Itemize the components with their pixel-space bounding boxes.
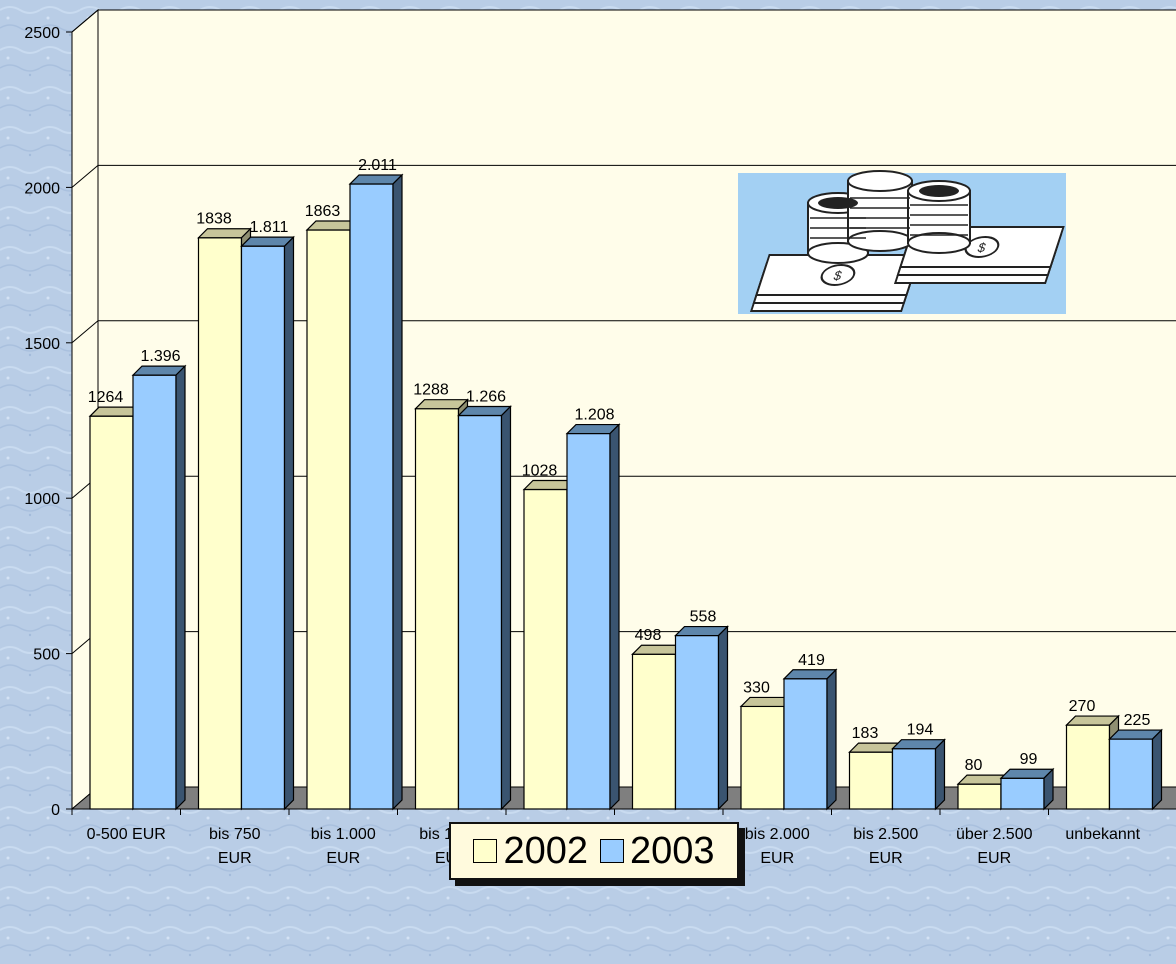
bar-front (1065, 724, 1111, 810)
bar-2003-1 (240, 235, 295, 811)
bar-side (175, 364, 186, 811)
data-label-2002-0: 1264 (88, 389, 124, 406)
bar-front (132, 374, 177, 810)
legend-label-2003: 2003 (630, 829, 715, 872)
data-label-2003-2: 2.011 (358, 157, 397, 174)
chart-legend: 2002 2003 (449, 822, 739, 880)
bar-front (740, 705, 785, 810)
data-label-2003-9: 225 (1124, 712, 1151, 729)
y-tick-label: 500 (33, 647, 60, 664)
data-label-2002-5: 498 (635, 627, 662, 644)
bar-front (783, 678, 828, 810)
bar-front (523, 488, 568, 810)
y-tick-label: 2500 (24, 25, 60, 42)
x-label-8-0: über 2.500 (956, 826, 1033, 843)
bar-2003-3 (457, 405, 512, 811)
data-label-2002-8: 80 (965, 757, 983, 774)
data-label-2002-4: 1028 (522, 462, 558, 479)
gridline-side (71, 9, 99, 33)
x-label-0-0: 0-500 EUR (87, 826, 166, 843)
x-label-2-0: bis 1.000 (311, 826, 376, 843)
bar-front (1000, 777, 1045, 810)
bar-front (89, 415, 134, 810)
bar-2003-4 (565, 423, 621, 811)
data-label-2003-8: 99 (1020, 751, 1038, 768)
bar-front (197, 237, 243, 810)
bar-side (392, 173, 403, 811)
bar-2003-2 (348, 173, 404, 811)
data-label-2002-1: 1838 (196, 211, 232, 228)
data-label-2002-6: 330 (743, 679, 770, 696)
bar-2003-8 (999, 767, 1055, 811)
x-label-6-1: EUR (760, 850, 794, 867)
data-label-2002-3: 1288 (413, 382, 449, 399)
gridline-side (71, 165, 99, 188)
bar-front (891, 748, 937, 810)
y-tick-label: 0 (51, 802, 60, 819)
bar-side (826, 668, 837, 811)
x-label-7-0: bis 2.500 (853, 826, 918, 843)
bar-front (631, 653, 677, 810)
y-tick-label: 1500 (24, 336, 60, 353)
data-label-2002-2: 1863 (305, 203, 341, 220)
legend-item-2002: 2002 (473, 830, 588, 873)
data-label-2002-9: 270 (1069, 698, 1096, 715)
bar-side (717, 625, 729, 811)
x-label-7-1: EUR (869, 850, 903, 867)
bar-side (934, 738, 946, 811)
bar-front (457, 414, 503, 810)
bar-front (306, 229, 351, 810)
data-label-2003-6: 419 (798, 652, 825, 669)
bar-side (609, 423, 620, 811)
legend-label-2002: 2002 (503, 829, 588, 872)
data-label-2003-3: 1.266 (466, 389, 506, 406)
legend-item-2003: 2003 (600, 830, 715, 873)
x-label-6-0: bis 2.000 (745, 826, 810, 843)
data-label-2002-7: 183 (852, 725, 879, 742)
bar-front (957, 783, 1002, 810)
y-tick-label: 1000 (24, 491, 60, 508)
bar-front (240, 245, 286, 810)
gridline-side (71, 320, 99, 344)
data-label-2003-0: 1.396 (140, 348, 180, 365)
x-label-2-1: EUR (326, 850, 360, 867)
bar-2003-9 (1108, 728, 1163, 811)
bar-front (1108, 738, 1154, 810)
money-stack-icon: $ $ (738, 170, 1066, 314)
data-label-2003-7: 194 (907, 722, 934, 739)
x-label-1-1: EUR (218, 850, 252, 867)
bar-front (848, 751, 894, 810)
bar-2003-0 (131, 364, 187, 811)
bar-side (283, 235, 295, 811)
bar-2003-6 (782, 668, 838, 811)
bar-front (414, 408, 460, 810)
y-tick-label: 2000 (24, 180, 60, 197)
bar-front (566, 432, 611, 810)
legend-swatch-2002 (473, 839, 498, 863)
bar-2003-5 (674, 625, 729, 811)
data-label-2003-1: 1.811 (250, 219, 289, 236)
data-label-2003-4: 1.208 (574, 407, 614, 424)
bar-side (1043, 767, 1054, 811)
bar-side (1151, 728, 1163, 811)
bar-front (674, 634, 720, 810)
x-label-8-1: EUR (977, 850, 1011, 867)
bar-2003-7 (891, 738, 946, 811)
bar-side (500, 405, 512, 811)
data-label-2003-5: 558 (690, 609, 717, 626)
x-label-9-0: unbekannt (1065, 826, 1140, 843)
x-label-1-0: bis 750 (209, 826, 261, 843)
bar-front (349, 183, 394, 810)
legend-swatch-2003 (600, 839, 624, 863)
